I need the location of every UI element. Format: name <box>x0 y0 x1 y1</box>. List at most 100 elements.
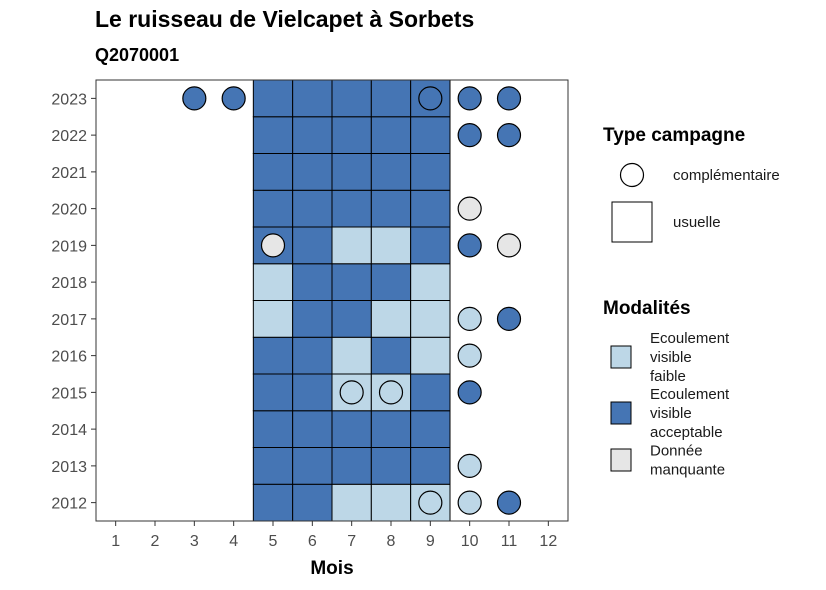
cell-2019-7 <box>331 226 372 265</box>
cell-2021-8 <box>370 153 412 191</box>
cell-2020-9 <box>410 189 451 228</box>
cell-2023-6 <box>292 79 333 118</box>
point-2017-11 <box>496 306 522 331</box>
cell-2012-5 <box>252 483 294 522</box>
cell-2022-6 <box>292 116 333 154</box>
cell-2016-7 <box>331 336 372 375</box>
cell-2018-5 <box>252 263 294 301</box>
cell-2012-8 <box>370 483 412 522</box>
x-axis: 1 2 3 4 5 6 7 8 9 10 11 12 <box>111 521 557 550</box>
cell-2016-5 <box>252 336 294 375</box>
legend-modalite-label: Donnée manquante <box>650 443 725 479</box>
legend-type-campagne: Type campagne complémentaire usuelle <box>603 125 780 243</box>
point-2023-3 <box>182 86 207 111</box>
legend-modalite-key <box>610 401 632 425</box>
cell-2020-5 <box>252 189 294 228</box>
cell-2017-7 <box>331 300 372 338</box>
cell-2013-7 <box>331 447 372 485</box>
x-tick-label: 8 <box>387 533 396 550</box>
cell-2017-8 <box>370 300 412 338</box>
y-tick-label: 2021 <box>51 165 87 182</box>
cell-2013-8 <box>370 447 412 485</box>
x-tick-label: 7 <box>347 533 356 550</box>
point-2015-10 <box>457 380 482 405</box>
cell-2021-5 <box>252 153 294 191</box>
cell-2017-5 <box>252 300 294 338</box>
point-2019-11 <box>496 233 522 258</box>
x-tick-label: 5 <box>269 533 278 550</box>
x-tick-label: 2 <box>151 533 160 550</box>
cell-2015-9 <box>410 373 451 412</box>
point-2023-11 <box>496 86 522 111</box>
y-tick-label: 2022 <box>51 128 87 145</box>
cell-2018-6 <box>292 263 333 301</box>
y-tick-label: 2016 <box>51 349 87 366</box>
cell-2015-5 <box>252 373 294 412</box>
point-2012-11 <box>496 490 522 515</box>
cell-2023-8 <box>370 79 412 118</box>
cell-2018-9 <box>410 263 451 301</box>
point-2017-10 <box>457 306 482 331</box>
point-2023-10 <box>457 86 482 111</box>
cell-2012-7 <box>331 483 372 522</box>
legend-type-label: usuelle <box>673 214 721 231</box>
cell-2014-6 <box>292 410 333 448</box>
y-tick-label: 2014 <box>51 422 87 439</box>
x-tick-label: 10 <box>461 533 479 550</box>
point-2019-5 <box>260 233 286 258</box>
legend-modalite-key <box>610 448 632 472</box>
cell-2018-7 <box>331 263 372 301</box>
point-2012-10 <box>457 490 482 515</box>
y-tick-label: 2023 <box>51 91 87 108</box>
cell-2014-9 <box>410 410 451 448</box>
legend-modalites-title: Modalités <box>603 298 691 319</box>
y-tick-label: 2019 <box>51 238 87 255</box>
cell-2020-8 <box>370 189 412 228</box>
cell-2022-5 <box>252 116 294 154</box>
usual-campaign-cells <box>252 79 451 522</box>
cell-2013-9 <box>410 447 451 485</box>
cell-2014-5 <box>252 410 294 448</box>
point-2015-8 <box>378 380 404 405</box>
y-tick-label: 2012 <box>51 496 87 513</box>
cell-2016-8 <box>370 336 412 375</box>
cell-2019-6 <box>292 226 333 265</box>
legend-type-label: complémentaire <box>673 167 780 184</box>
cell-2013-6 <box>292 447 333 485</box>
point-2015-7 <box>339 380 364 405</box>
cell-2023-5 <box>252 79 294 118</box>
cell-2017-9 <box>410 300 451 338</box>
cell-2021-7 <box>331 153 372 191</box>
x-tick-label: 9 <box>426 533 435 550</box>
cell-2021-9 <box>410 153 451 191</box>
cell-2014-7 <box>331 410 372 448</box>
cell-2021-6 <box>292 153 333 191</box>
legend-circle-key <box>619 162 645 188</box>
point-2020-10 <box>457 196 482 221</box>
cell-2022-9 <box>410 116 451 154</box>
plot-panel-border <box>95 79 569 522</box>
cell-2018-8 <box>370 263 412 301</box>
x-tick-label: 1 <box>111 533 120 550</box>
cell-2019-8 <box>370 226 412 265</box>
cell-2013-5 <box>252 447 294 485</box>
point-2023-9 <box>418 86 443 111</box>
point-2023-4 <box>221 86 246 111</box>
cell-2020-7 <box>331 189 372 228</box>
point-2012-9 <box>418 490 443 515</box>
cell-2017-6 <box>292 300 333 338</box>
complementary-campaign-points <box>182 86 522 515</box>
point-2016-10 <box>457 343 482 368</box>
y-tick-label: 2015 <box>51 385 87 402</box>
cell-2014-8 <box>370 410 412 448</box>
point-2013-10 <box>457 453 482 478</box>
cell-2016-6 <box>292 336 333 375</box>
legend-square-key <box>611 201 653 243</box>
legend-modalite-label: Ecoulement visible faible <box>650 330 730 385</box>
y-tick-label: 2017 <box>51 312 87 329</box>
cell-2022-7 <box>331 116 372 154</box>
legend-modalites: Modalités Ecoulement visible faibleEcouleme… <box>603 298 730 479</box>
y-tick-label: 2013 <box>51 459 87 476</box>
y-tick-label: 2020 <box>51 202 87 219</box>
